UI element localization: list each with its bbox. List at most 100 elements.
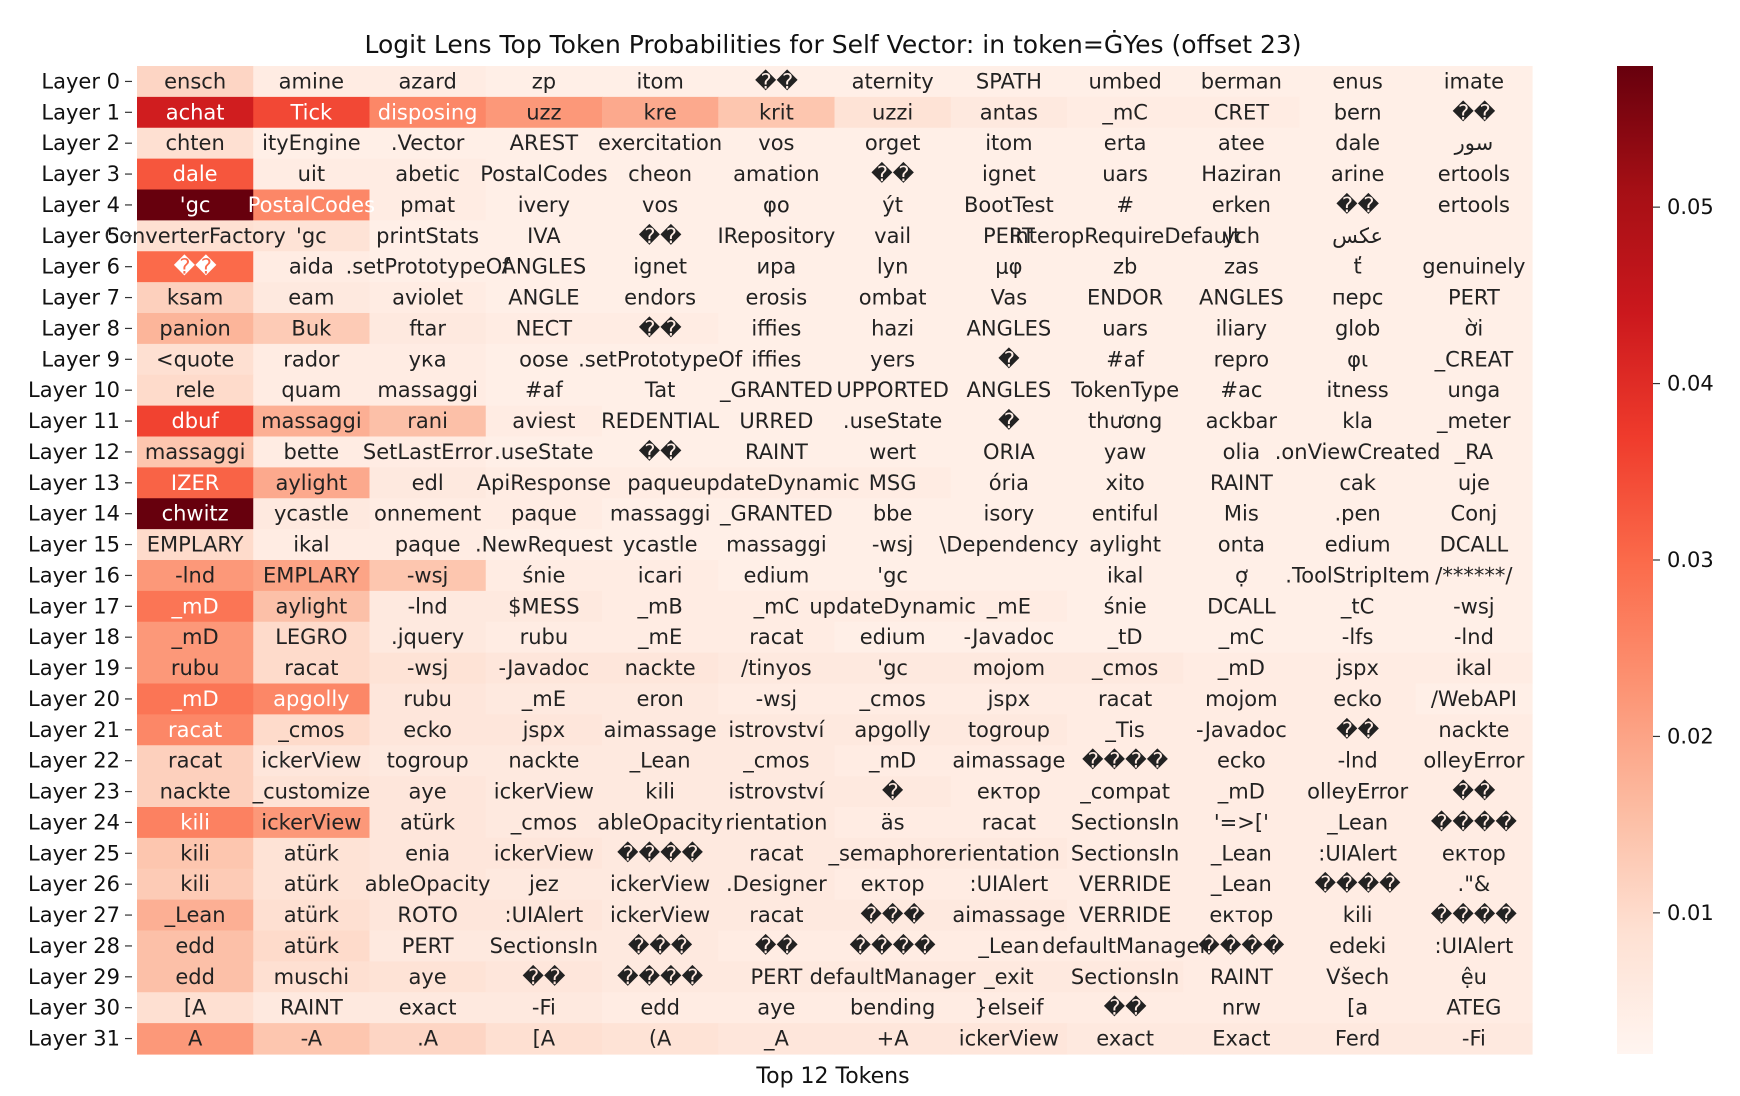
heatmap-cell: [834, 127, 952, 160]
cell-token-label: edeki: [1329, 934, 1386, 958]
heatmap-cell: [485, 992, 603, 1024]
heatmap-cell: [950, 961, 1068, 993]
y-tick-label: Layer 9: [41, 347, 120, 371]
cell-token-label: entiful: [1092, 502, 1159, 526]
heatmap-cell: [1183, 776, 1301, 808]
cell-token-label: BootTest: [964, 193, 1054, 217]
cell-token-label: 'gc: [877, 563, 908, 587]
cell-token-label: ANGLES: [502, 255, 587, 279]
cell-token-label: ignet: [982, 162, 1036, 186]
cell-token-label: .Vector: [391, 131, 465, 155]
cell-token-label: mojom: [1205, 687, 1277, 711]
heatmap-cell: [602, 498, 719, 530]
heatmap-cell: [137, 498, 254, 530]
cell-token-label: enia: [405, 841, 450, 865]
heatmap-cell: [1299, 930, 1417, 962]
heatmap-cell: [1415, 745, 1533, 777]
cell-token-label: ��: [755, 933, 799, 958]
heatmap-cell: [1299, 652, 1417, 685]
cell-token-label: onta: [1218, 533, 1265, 557]
cell-token-label: ��: [1452, 99, 1496, 124]
cell-token-label: .pen: [1335, 502, 1381, 526]
cell-token-label: ��: [1452, 779, 1496, 804]
heatmap-cell: [602, 313, 719, 345]
cell-token-label: erken: [1212, 193, 1271, 217]
cell-token-label: ickerView: [494, 780, 594, 804]
heatmap-cell: [1067, 745, 1184, 777]
heatmap-cell: [1299, 282, 1417, 314]
heatmap-cell: [369, 96, 487, 129]
cell-token-label: _cmos: [1091, 656, 1158, 681]
heatmap-cell: [1299, 868, 1417, 901]
heatmap-cell: [1183, 590, 1301, 623]
y-tick-label: Layer 7: [41, 286, 120, 310]
heatmap-cell: [718, 560, 836, 592]
cell-token-label: �: [882, 779, 904, 804]
heatmap-cell: [485, 343, 603, 376]
cell-token-label: VERRIDE: [1079, 903, 1171, 927]
cell-token-label: ORIA: [983, 440, 1035, 464]
heatmap-cell: [1183, 1023, 1301, 1055]
cell-token-label: _mD: [1217, 780, 1265, 805]
cell-token-label: ycastle: [274, 502, 349, 526]
cell-token-label: _exit: [983, 965, 1034, 990]
cell-token-label: antas: [980, 100, 1038, 124]
heatmap-cell: [602, 96, 719, 129]
heatmap-cell: [137, 776, 254, 808]
cell-token-label: uars: [1102, 162, 1148, 186]
cell-token-label: NECT: [516, 316, 573, 340]
heatmap-cell: [137, 837, 254, 870]
heatmap-cell: [485, 127, 603, 160]
heatmap-cell: [834, 560, 952, 592]
heatmap-cell: [950, 745, 1068, 777]
heatmap-cell: [485, 683, 603, 715]
heatmap-cell: [485, 961, 603, 993]
heatmap-cell: [137, 251, 254, 283]
heatmap-cell: [950, 189, 1068, 221]
heatmap-cell: [834, 621, 952, 654]
cell-token-label: wert: [869, 440, 916, 464]
cell-token-label: iliary: [1216, 316, 1267, 340]
heatmap-cell: [137, 282, 254, 314]
heatmap-cell: [1067, 436, 1184, 468]
heatmap-cell: [950, 807, 1068, 839]
cell-token-label: ��: [871, 161, 915, 186]
heatmap-cell: [1299, 899, 1417, 932]
cell-token-label: enus: [1332, 69, 1382, 93]
cell-token-label: ksam: [167, 286, 223, 310]
y-tick-label: Layer 8: [41, 316, 120, 340]
heatmap-cell: [369, 807, 487, 839]
heatmap-cell: [718, 807, 836, 839]
cell-token-label: .ToolStripItem: [1285, 563, 1430, 587]
cell-token-label: _cmos: [858, 687, 925, 712]
cell-token-label: سور: [1454, 131, 1494, 155]
y-tick-label: Layer 28: [28, 934, 120, 958]
cell-token-label: ROTO: [397, 903, 457, 927]
heatmap-cell: [718, 498, 836, 530]
heatmap-cell: [718, 189, 836, 221]
cell-token-label: .NewRequest: [475, 533, 613, 557]
cell-token-label: _mE: [637, 625, 682, 650]
cell-token-label: -A: [301, 1027, 323, 1051]
cell-token-label: _GRANTED: [719, 378, 833, 403]
cell-token-label: racat: [168, 749, 222, 773]
cell-token-label: chwitz: [162, 502, 229, 526]
heatmap-cell: [1415, 313, 1533, 345]
heatmap-cell: [1299, 714, 1417, 746]
cell-token-label: .jquery: [391, 625, 464, 649]
heatmap-cell: [1299, 220, 1417, 252]
cell-token-label: edium: [860, 625, 926, 649]
heatmap-cell: [137, 313, 254, 345]
cell-token-label: ���: [628, 933, 693, 958]
colorbar-tick-label: 0.04: [1667, 372, 1714, 396]
cell-token-label: isory: [984, 502, 1035, 526]
cell-token-label: φο: [763, 193, 790, 217]
cell-token-label: itom: [636, 69, 683, 93]
cell-token-label: achat: [166, 100, 225, 124]
cell-token-label: SectionsIn: [1071, 810, 1179, 834]
y-tick-label: Layer 26: [28, 872, 120, 896]
heatmap-cell: [1299, 683, 1417, 715]
y-tick-label: Layer 11: [28, 409, 120, 433]
cell-token-label: dale: [173, 162, 218, 186]
cell-token-label: ����: [1315, 871, 1402, 896]
